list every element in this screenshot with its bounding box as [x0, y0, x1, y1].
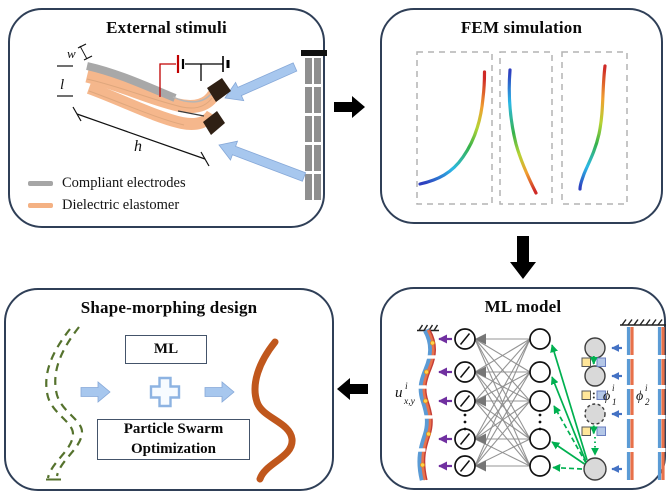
- flow-arrow-down-icon: [510, 236, 536, 279]
- panel-ml-model: ML model: [380, 287, 666, 490]
- svg-text:x,y: x,y: [403, 397, 416, 407]
- input-arrows: [611, 344, 622, 473]
- fem-curve-1: [418, 70, 487, 186]
- nn-input-chain: [581, 337, 607, 481]
- fem-simulation-graphic: [416, 51, 628, 205]
- shape-morphing-graphic: [45, 326, 296, 483]
- fem-frame-3: [561, 51, 628, 205]
- svg-text:i: i: [645, 383, 648, 393]
- dim-h-label: h: [134, 138, 142, 155]
- panel-title: FEM simulation: [460, 18, 583, 37]
- stimulus-arrow-icons: [218, 62, 307, 182]
- svg-text:ϕ: ϕ: [603, 389, 610, 404]
- panel-title: External stimuli: [106, 18, 227, 37]
- voltage-circuit-icon: [159, 55, 230, 97]
- legend-swatch-orange: [28, 203, 53, 208]
- phase2-label: ϕ 2 i: [636, 383, 650, 407]
- panel-shape-morphing: Shape-morphing design ML Particle Swarm …: [4, 288, 334, 491]
- phase-line-2: [655, 327, 666, 480]
- displacement-wave: [416, 328, 436, 481]
- result-shape-curve: [251, 338, 296, 483]
- fem-curve-2: [507, 68, 538, 195]
- svg-text:u: u: [395, 385, 403, 401]
- legend-item-electrodes: Compliant electrodes: [28, 175, 186, 192]
- svg-text:2: 2: [645, 397, 650, 407]
- panel-title: Shape-morphing design: [80, 298, 258, 317]
- nn-connection-arrowheads: [475, 333, 486, 472]
- actuator-beam: [85, 62, 231, 135]
- phase-line-1: [624, 327, 635, 480]
- phase1-label: ϕ 1 i: [603, 383, 617, 407]
- dim-l-label: l: [60, 77, 64, 93]
- ml-model-graphic: u i x,y: [395, 319, 666, 481]
- fixed-support-icon-right: [620, 319, 666, 326]
- ml-box-label: ML: [153, 340, 179, 357]
- process-arrow-icons: [80, 381, 235, 403]
- ml-box: ML: [125, 335, 207, 364]
- target-shape-dashed-curve: [45, 326, 84, 479]
- dim-w-label: w: [67, 46, 76, 61]
- flow-arrow-left-icon: [337, 378, 368, 400]
- panel-fem-simulation: FEM simulation: [380, 8, 663, 224]
- svg-text:i: i: [612, 383, 615, 393]
- external-stimuli-graphic: w l h: [57, 43, 327, 200]
- fem-frame-1: [416, 51, 493, 205]
- fem-frame-2: [499, 51, 553, 205]
- legend-label: Compliant electrodes: [62, 175, 186, 191]
- fem-curve-3: [578, 64, 607, 191]
- flow-arrow-right-icon: [334, 96, 365, 118]
- legend-swatch-gray: [28, 181, 53, 186]
- plus-icon: [149, 376, 181, 408]
- displacement-label: u i x,y: [395, 382, 416, 407]
- context-arrows: [550, 344, 588, 472]
- panel-external-stimuli: External stimuli: [8, 8, 327, 228]
- nn-output-nodes: [454, 328, 476, 477]
- legend-label: Dielectric elastomer: [62, 197, 180, 213]
- output-arrows: [438, 334, 452, 471]
- reference-stack-graphic: [301, 50, 327, 200]
- legend-item-elastomer: Dielectric elastomer: [28, 197, 179, 214]
- dimension-labels: w l h: [57, 43, 210, 167]
- nn-hidden-nodes: [529, 328, 551, 477]
- pso-box-label-line2: Optimization: [131, 440, 216, 457]
- nn-connections: [474, 338, 531, 467]
- svg-text:i: i: [405, 382, 408, 392]
- svg-text:ϕ: ϕ: [636, 389, 643, 404]
- pso-box: Particle Swarm Optimization: [97, 419, 250, 460]
- svg-text:1: 1: [612, 397, 617, 407]
- panel-title: ML model: [484, 297, 562, 316]
- pso-box-label-line1: Particle Swarm: [123, 421, 224, 437]
